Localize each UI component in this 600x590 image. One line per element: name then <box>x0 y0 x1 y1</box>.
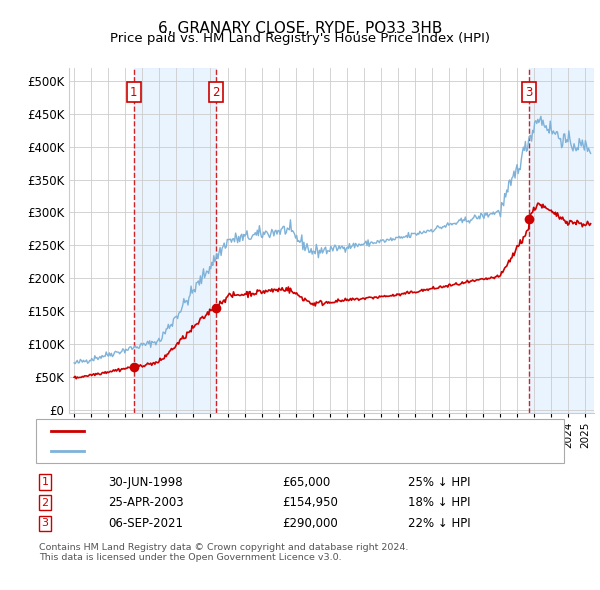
Text: £65,000: £65,000 <box>282 476 330 489</box>
Text: 3: 3 <box>525 86 532 99</box>
Text: 25% ↓ HPI: 25% ↓ HPI <box>408 476 470 489</box>
Text: 18% ↓ HPI: 18% ↓ HPI <box>408 496 470 509</box>
Text: £154,950: £154,950 <box>282 496 338 509</box>
Text: Contains HM Land Registry data © Crown copyright and database right 2024.: Contains HM Land Registry data © Crown c… <box>39 543 409 552</box>
Text: 30-JUN-1998: 30-JUN-1998 <box>108 476 182 489</box>
Text: 22% ↓ HPI: 22% ↓ HPI <box>408 517 470 530</box>
Text: 6, GRANARY CLOSE, RYDE, PO33 3HB (detached house): 6, GRANARY CLOSE, RYDE, PO33 3HB (detach… <box>93 427 401 436</box>
Text: 6, GRANARY CLOSE, RYDE, PO33 3HB: 6, GRANARY CLOSE, RYDE, PO33 3HB <box>158 21 442 35</box>
Text: This data is licensed under the Open Government Licence v3.0.: This data is licensed under the Open Gov… <box>39 553 341 562</box>
Text: Price paid vs. HM Land Registry's House Price Index (HPI): Price paid vs. HM Land Registry's House … <box>110 32 490 45</box>
Bar <box>529 68 594 413</box>
Text: 1: 1 <box>41 477 49 487</box>
Text: 06-SEP-2021: 06-SEP-2021 <box>108 517 183 530</box>
Text: 1: 1 <box>130 86 137 99</box>
Text: 2: 2 <box>41 498 49 507</box>
Text: HPI: Average price, detached house, Isle of Wight: HPI: Average price, detached house, Isle… <box>93 446 368 455</box>
Text: £290,000: £290,000 <box>282 517 338 530</box>
Bar <box>134 68 216 413</box>
Text: 3: 3 <box>41 519 49 528</box>
Text: 2: 2 <box>212 86 220 99</box>
Text: 25-APR-2003: 25-APR-2003 <box>108 496 184 509</box>
